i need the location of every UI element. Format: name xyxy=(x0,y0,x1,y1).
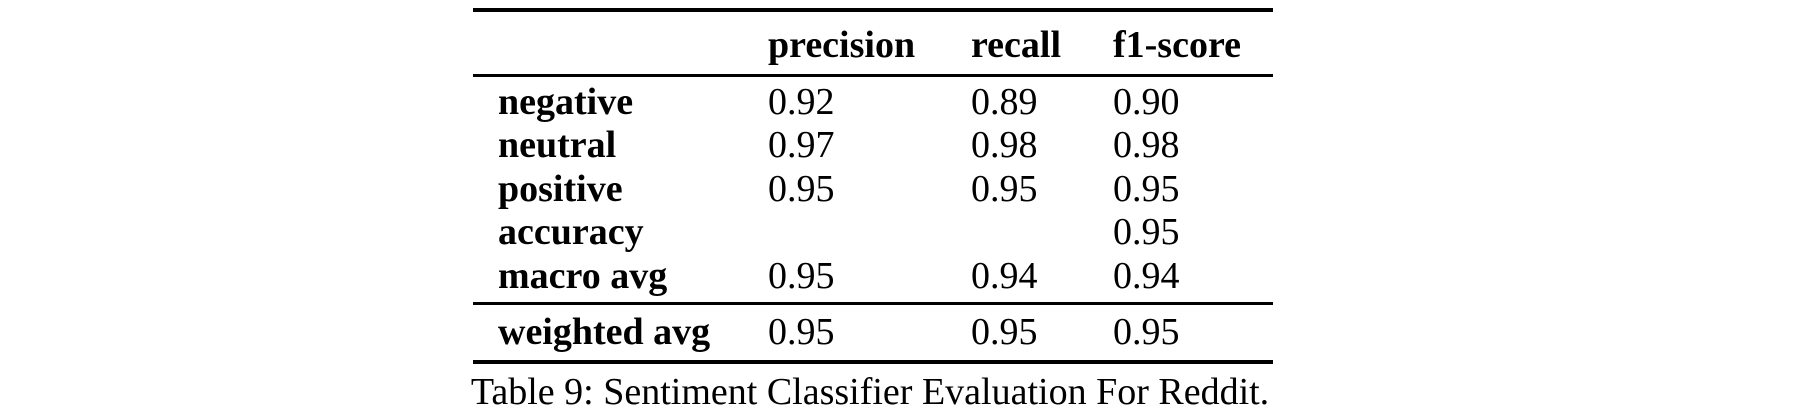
row-label: macro avg xyxy=(498,254,668,297)
table-body: negative 0.92 0.89 0.90 neutral 0.97 0.9… xyxy=(473,77,1273,303)
row-label: neutral xyxy=(498,124,617,166)
recall-cell: 0.89 xyxy=(971,80,1038,123)
table-row: positive 0.95 0.95 0.95 xyxy=(473,168,1273,212)
f1-cell: 0.94 xyxy=(1113,254,1180,297)
table-bottom-rule xyxy=(473,360,1273,364)
table-row: macro avg 0.95 0.94 0.94 xyxy=(473,255,1273,299)
table-mid-rule xyxy=(473,302,1273,305)
precision-cell: 0.97 xyxy=(768,124,835,166)
header-f1-score: f1-score xyxy=(1113,24,1242,66)
row-label: positive xyxy=(498,167,623,210)
recall-cell: 0.95 xyxy=(971,310,1038,353)
row-label: negative xyxy=(498,80,634,123)
table-summary: weighted avg 0.95 0.95 0.95 xyxy=(473,305,1273,361)
recall-cell: 0.98 xyxy=(971,124,1038,166)
table-row: negative 0.92 0.89 0.90 xyxy=(473,81,1273,125)
table-top-rule xyxy=(473,8,1273,12)
table-row: accuracy 0.95 xyxy=(473,211,1273,255)
row-label: accuracy xyxy=(498,211,644,253)
results-table: precision recall f1-score negative 0.92 … xyxy=(473,8,1273,364)
recall-cell: 0.94 xyxy=(971,254,1038,297)
row-label: weighted avg xyxy=(498,310,711,353)
recall-cell: 0.95 xyxy=(971,167,1038,210)
f1-cell: 0.95 xyxy=(1113,167,1180,210)
table-caption: Table 9: Sentiment Classifier Evaluation… xyxy=(470,371,1270,412)
table-header-rule xyxy=(473,74,1273,77)
table-row: neutral 0.97 0.98 0.98 xyxy=(473,124,1273,168)
table-row: weighted avg 0.95 0.95 0.95 xyxy=(473,311,1273,355)
f1-cell: 0.95 xyxy=(1113,310,1180,353)
precision-cell: 0.92 xyxy=(768,80,835,123)
precision-cell: 0.95 xyxy=(768,254,835,297)
f1-cell: 0.90 xyxy=(1113,80,1180,123)
f1-cell: 0.95 xyxy=(1113,211,1180,253)
table-header-row: precision recall f1-score xyxy=(473,12,1273,74)
precision-cell: 0.95 xyxy=(768,310,835,353)
precision-cell: 0.95 xyxy=(768,167,835,210)
f1-cell: 0.98 xyxy=(1113,124,1180,166)
header-recall: recall xyxy=(971,24,1062,66)
header-precision: precision xyxy=(768,24,916,66)
